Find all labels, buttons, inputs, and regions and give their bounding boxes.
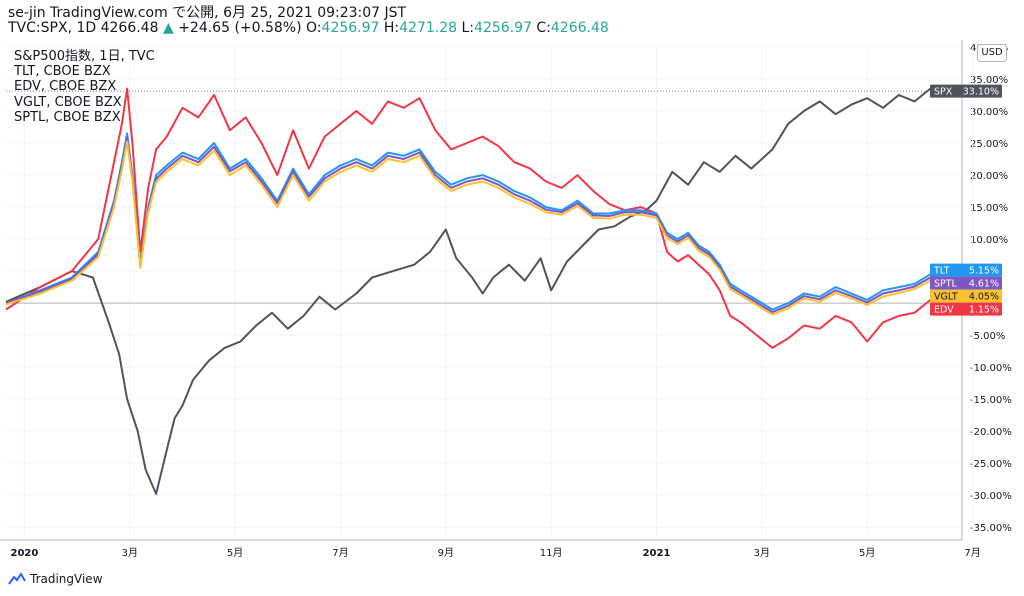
x-tick-label: 5月 <box>227 547 243 559</box>
high-value: 4271.28 <box>399 20 458 36</box>
open-value: 4256.97 <box>321 20 380 36</box>
close-label: C: <box>536 20 551 36</box>
badge-value-vglt: 4.05% <box>969 292 999 303</box>
badge-name-spx: SPX <box>934 87 953 98</box>
tradingview-brand: TradingView <box>30 572 103 586</box>
badge-value-tlt: 5.15% <box>969 266 999 277</box>
legend-edv[interactable]: EDV, CBOE BZX <box>14 79 117 95</box>
publish-info: se-jin TradingView.com で公開, 6月 25, 2021 … <box>8 5 407 21</box>
symbol-ohlc-bar: TVC:SPX, 1D 4266.48 ▲ +24.65 (+0.58%) O:… <box>8 20 609 36</box>
y-tick-label: 10.00% <box>970 235 1008 246</box>
last-price: 4266.48 <box>100 20 159 36</box>
last-badge-vglt <box>930 289 1002 303</box>
x-tick-label: 7月 <box>964 547 980 559</box>
low-value: 4256.97 <box>474 20 532 36</box>
y-tick-label: 30.00% <box>970 107 1008 118</box>
y-tick-label: -5.00% <box>970 331 1005 342</box>
y-tick-label: 35.00% <box>970 75 1008 86</box>
y-tick-label: 15.00% <box>970 203 1008 214</box>
badge-value-spx: 33.10% <box>963 87 999 98</box>
last-badge-spx <box>930 84 1002 98</box>
y-tick-label: -30.00% <box>970 491 1012 502</box>
series-legend: S&P500指数, 1日, TVC TLT, CBOE BZX EDV, CBO… <box>14 49 155 125</box>
x-tick-label: 9月 <box>438 547 454 559</box>
legend-tlt[interactable]: TLT, CBOE BZX <box>14 64 111 80</box>
last-badge-edv <box>930 302 1002 316</box>
badge-value-sptl: 4.61% <box>969 279 999 290</box>
series-line-tlt <box>5 132 944 311</box>
tradingview-logo-icon <box>8 573 26 585</box>
series-line-sptl <box>5 136 944 314</box>
x-tick-label: 2020 <box>11 548 39 559</box>
y-tick-label: -20.00% <box>970 427 1012 438</box>
y-tick-label: -35.00% <box>970 523 1012 534</box>
last-badge-tlt <box>930 263 1002 277</box>
change-arrow-icon: ▲ <box>162 20 174 36</box>
close-value: 4266.48 <box>550 20 609 36</box>
series-line-edv <box>5 87 944 349</box>
last-badge-sptl <box>930 276 1002 290</box>
price-change: +24.65 (+0.58%) <box>178 20 302 36</box>
x-tick-label: 7月 <box>332 547 348 559</box>
badge-name-edv: EDV <box>934 305 954 316</box>
tradingview-footer: TradingView <box>8 572 103 586</box>
badge-value-edv: 1.15% <box>969 305 999 316</box>
y-tick-label: 25.00% <box>970 139 1008 150</box>
series-line-spx <box>5 87 944 495</box>
y-tick-label: -10.00% <box>970 363 1012 374</box>
x-tick-label: 3月 <box>122 547 138 559</box>
x-tick-label: 3月 <box>754 547 770 559</box>
y-tick-label: 20.00% <box>970 171 1008 182</box>
badge-name-sptl: SPTL <box>934 279 958 290</box>
high-label: H: <box>383 20 400 36</box>
legend-vglt[interactable]: VGLT, CBOE BZX <box>14 94 122 110</box>
x-tick-label: 11月 <box>540 547 563 559</box>
currency-button[interactable]: USD <box>977 44 1007 62</box>
x-tick-label: 5月 <box>859 547 875 559</box>
legend-sptl[interactable]: SPTL, CBOE BZX <box>14 109 121 125</box>
badge-name-tlt: TLT <box>933 266 950 277</box>
open-label: O: <box>306 20 322 36</box>
y-tick-label: -15.00% <box>970 395 1012 406</box>
x-tick-label: 2021 <box>643 548 671 559</box>
badge-name-vglt: VGLT <box>934 292 958 303</box>
y-tick-label: -25.00% <box>970 459 1012 470</box>
series-line-vglt <box>5 140 944 316</box>
legend-spx[interactable]: S&P500指数, 1日, TVC <box>14 49 155 64</box>
low-label: L: <box>461 20 475 36</box>
symbol-name[interactable]: TVC:SPX, 1D <box>8 20 97 36</box>
